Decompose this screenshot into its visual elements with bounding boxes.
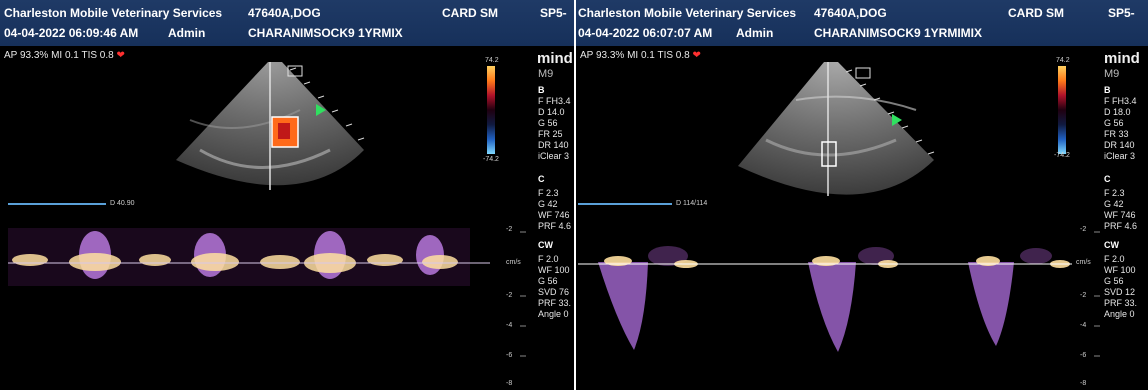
probe-name: SP5- (540, 6, 567, 20)
ultrasound-panel-right: Charleston Mobile Veterinary Services 47… (576, 0, 1148, 390)
patient-id: 47640A,DOG (248, 6, 321, 20)
b-param: D 14.0 (538, 107, 565, 117)
cw-param: G 56 (1104, 276, 1124, 286)
probe-name: SP5- (1108, 6, 1135, 20)
b-param: FR 25 (538, 129, 563, 139)
sector-image (8, 62, 526, 357)
heart-icon: ❤ (116, 50, 125, 61)
b-param: G 56 (1104, 118, 1124, 128)
b-param: FR 33 (1104, 129, 1129, 139)
patient-id: 47640A,DOG (814, 6, 887, 20)
sample-gate-box (821, 141, 837, 167)
cw-param: SVD 76 (538, 287, 570, 297)
cw-param: G 56 (538, 276, 558, 286)
patient-name: CHARANIMSOCK9 1YRMIMIX (814, 26, 983, 40)
b-param: F FH3.4 (1104, 96, 1137, 106)
cw-param: Angle 0 (1104, 309, 1135, 319)
acoustic-output: AP 93.3% MI 0.1 TIS 0.8 ❤ (4, 50, 125, 61)
scale-label: -4 (1080, 322, 1087, 329)
cw-mode-header: CW (1104, 240, 1119, 250)
cw-param: PRF 33. (1104, 298, 1138, 308)
c-param: WF 746 (1104, 210, 1136, 220)
patient-name: CHARANIMSOCK9 1YRMIX (248, 26, 403, 40)
cw-param: F 2.0 (1104, 254, 1125, 264)
scale-label: -8 (1080, 380, 1087, 387)
b-param: iClear 3 (1104, 151, 1136, 161)
exam-datetime: 04-04-2022 06:07:07 AM (578, 26, 713, 40)
color-scale-bar (487, 66, 495, 154)
cw-mode-header: CW (538, 240, 553, 250)
color-scale-bar (1058, 66, 1066, 154)
model-label: M9 (1104, 68, 1120, 80)
exam-datetime: 04-04-2022 06:09:46 AM (4, 26, 139, 40)
gate-depth-label: D 114/114 (676, 200, 708, 207)
heart-icon: ❤ (692, 50, 701, 61)
c-param: F 2.3 (538, 188, 559, 198)
cw-param: PRF 33. (538, 298, 572, 308)
color-scale-max: 74.2 (1056, 57, 1070, 64)
cw-param: F 2.0 (538, 254, 559, 264)
depth-icon (855, 67, 871, 79)
exam-type: CARD SM (1008, 6, 1064, 20)
b-mode-header: B (538, 85, 545, 95)
clinic-name: Charleston Mobile Veterinary Services (578, 6, 797, 20)
c-mode-header: C (1104, 174, 1111, 184)
c-param: G 42 (538, 199, 558, 209)
b-param: D 18.0 (1104, 107, 1131, 117)
header-bar (0, 0, 574, 46)
b-param: iClear 3 (538, 151, 570, 161)
scale-unit: cm/s (506, 259, 521, 266)
scale-label: -6 (506, 352, 513, 359)
operator-name: Admin (168, 26, 206, 40)
exam-type: CARD SM (442, 6, 498, 20)
c-param: PRF 4.6 (538, 221, 572, 231)
header-bar (576, 0, 1148, 46)
color-scale-max: 74.2 (485, 57, 499, 64)
scale-label: -4 (506, 322, 513, 329)
probe-marker-icon (316, 104, 326, 116)
scale-label: -8 (506, 380, 513, 387)
cw-param: SVD 12 (1104, 287, 1136, 297)
scale-label: -2 (1080, 226, 1087, 233)
color-scale-min: -74.2 (1054, 152, 1070, 159)
brand-logo: mind (1104, 50, 1140, 67)
cw-param: WF 100 (1104, 265, 1136, 275)
b-param: G 56 (538, 118, 558, 128)
b-param: DR 140 (1104, 140, 1135, 150)
model-label: M9 (538, 68, 554, 80)
ultrasound-panel-left: Charleston Mobile Veterinary Services 47… (0, 0, 574, 390)
cw-param: WF 100 (538, 265, 570, 275)
probe-marker-icon (892, 114, 902, 126)
c-param: F 2.3 (1104, 188, 1125, 198)
scale-label: -2 (506, 292, 513, 299)
c-param: WF 746 (538, 210, 570, 220)
scale-label: -6 (1080, 352, 1087, 359)
b-param: F FH3.4 (538, 96, 571, 106)
operator-name: Admin (736, 26, 774, 40)
cw-param: Angle 0 (538, 309, 569, 319)
brand-logo: mind (537, 50, 573, 67)
c-param: G 42 (1104, 199, 1124, 209)
depth-icon (287, 65, 303, 77)
c-param: PRF 4.6 (1104, 221, 1138, 231)
gate-depth-label: D 40.90 (110, 200, 135, 207)
scale-label: -2 (1080, 292, 1087, 299)
scale-unit: cm/s (1076, 259, 1091, 266)
sector-image (578, 62, 1100, 357)
clinic-name: Charleston Mobile Veterinary Services (4, 6, 223, 20)
b-param: DR 140 (538, 140, 569, 150)
sector-fan (738, 62, 934, 195)
c-mode-header: C (538, 174, 545, 184)
acoustic-output: AP 93.3% MI 0.1 TIS 0.8 ❤ (580, 50, 701, 61)
b-mode-header: B (1104, 85, 1111, 95)
color-scale-min: -74.2 (483, 156, 499, 163)
scale-label: -2 (506, 226, 513, 233)
